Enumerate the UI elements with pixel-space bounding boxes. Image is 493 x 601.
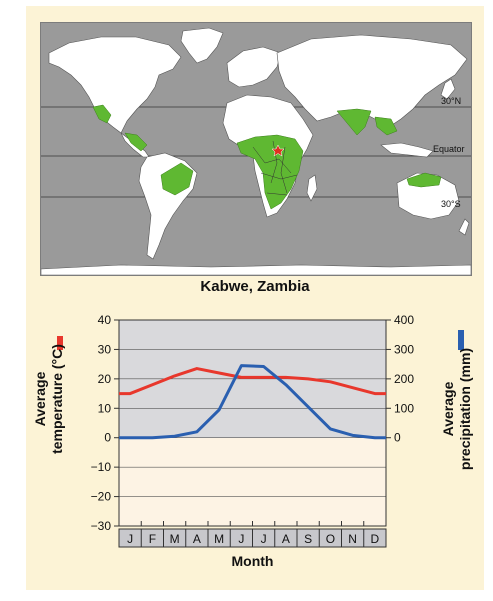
month-label: M xyxy=(170,532,180,546)
right-tick-label: 100 xyxy=(394,401,414,415)
month-label: S xyxy=(304,532,312,546)
right-tick-label: 0 xyxy=(394,431,401,445)
month-label: A xyxy=(282,532,290,546)
month-label: J xyxy=(261,532,267,546)
left-tick-label: 10 xyxy=(98,401,112,415)
asia-shape xyxy=(276,34,468,128)
plot-border xyxy=(118,319,387,527)
month-label: O xyxy=(326,532,335,546)
temperature-legend-mark xyxy=(57,336,63,350)
location-marker xyxy=(271,144,285,157)
climate-region-southeast-asia xyxy=(374,116,398,136)
left-tick-label: 30 xyxy=(98,342,112,356)
left-axis-title-line2: temperature (°C) xyxy=(49,344,65,454)
right-tick-label: 300 xyxy=(394,342,414,356)
month-label: M xyxy=(214,532,224,546)
japan-shape xyxy=(440,78,456,100)
world-map: 30°N Equator 30°S xyxy=(40,22,472,276)
precipitation-legend-mark xyxy=(458,330,464,350)
latitude-label-equator: Equator xyxy=(433,144,465,154)
climate-region-australia xyxy=(406,172,442,188)
left-axis-title-line1: Average xyxy=(32,371,48,426)
month-label: J xyxy=(238,532,244,546)
indonesia-shape xyxy=(380,142,434,158)
latitude-label-30s: 30°S xyxy=(441,199,461,209)
climate-region-central-america xyxy=(124,132,148,152)
climate-region-mexico xyxy=(92,104,112,124)
climate-region-india xyxy=(336,108,372,136)
month-label: J xyxy=(127,532,133,546)
right-axis-title-line1: Average xyxy=(440,381,456,436)
left-tick-label: 40 xyxy=(98,313,112,327)
madagascar-shape xyxy=(306,174,318,202)
climate-region-brazil xyxy=(160,162,194,196)
legend-marks xyxy=(57,330,464,350)
world-map-graphic xyxy=(41,27,471,275)
right-axis: 400 300 200 100 0 xyxy=(386,313,414,445)
antarctica-shape xyxy=(41,264,471,275)
right-tick-label: 200 xyxy=(394,372,414,386)
north-america-shape xyxy=(48,36,182,134)
x-axis-title: Month xyxy=(232,553,274,569)
month-label: D xyxy=(371,532,380,546)
plot-background-lower xyxy=(119,437,386,526)
month-label: N xyxy=(348,532,357,546)
country-borders xyxy=(252,140,298,196)
left-tick-label: 20 xyxy=(98,372,112,386)
left-tick-label: −10 xyxy=(91,460,112,474)
series-layer xyxy=(119,364,386,440)
latitude-label-30n: 30°N xyxy=(441,96,462,106)
temperature-line xyxy=(119,367,386,396)
month-label: A xyxy=(193,532,201,546)
figure: 30°N Equator 30°S Kabwe, Zambia 40 30 20 10… xyxy=(26,6,484,590)
left-tick-label: −30 xyxy=(91,519,112,533)
right-tick-label: 400 xyxy=(394,313,414,327)
europe-shape xyxy=(226,46,282,88)
left-axis: 40 30 20 10 0 −10 −20 −30 xyxy=(91,313,119,533)
new-zealand-shape xyxy=(458,218,470,236)
right-axis-title-line2: precipitation (mm) xyxy=(457,348,473,470)
location-title: Kabwe, Zambia xyxy=(200,278,310,295)
greenland-shape xyxy=(180,27,224,64)
climate-region-africa xyxy=(236,134,304,210)
left-tick-label: 0 xyxy=(104,431,111,445)
month-label: F xyxy=(149,532,156,546)
precipitation-line xyxy=(119,364,386,440)
left-tick-label: −20 xyxy=(91,490,112,504)
